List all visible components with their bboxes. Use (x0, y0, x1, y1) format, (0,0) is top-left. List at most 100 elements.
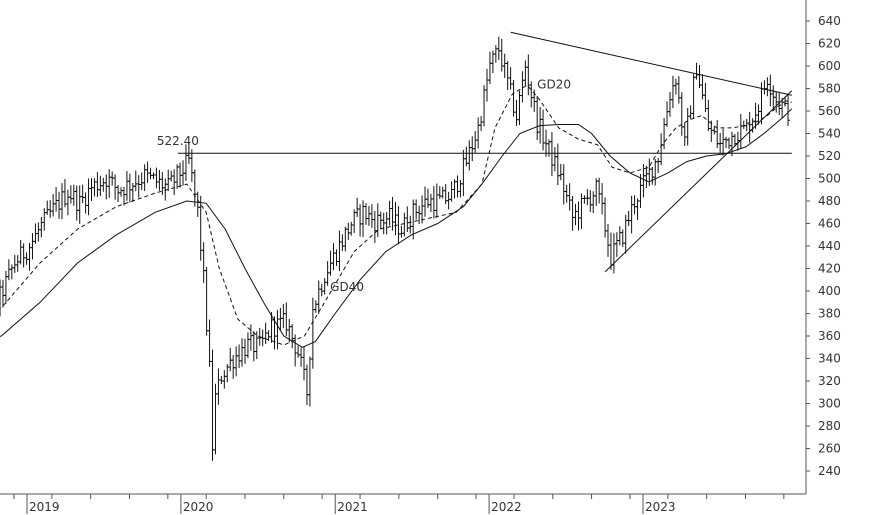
price-bar (74, 185, 79, 221)
price-bar (544, 129, 549, 157)
price-bar (310, 297, 315, 369)
price-bar (296, 345, 301, 358)
price-bar (251, 331, 256, 362)
price-bar (611, 233, 616, 274)
price-bar (724, 136, 729, 149)
price-bar (54, 187, 59, 212)
plot-area (0, 31, 793, 461)
y-tick-label: 520 (818, 149, 841, 163)
price-bar (570, 195, 575, 231)
price-bar (423, 186, 428, 217)
price-bar (340, 234, 345, 251)
price-bar (670, 75, 675, 109)
price-bar (617, 226, 622, 246)
price-bar (721, 128, 726, 156)
price-bar (458, 180, 463, 198)
price-bar (650, 166, 655, 185)
price-bar (703, 82, 708, 113)
y-tick-label: 580 (818, 82, 841, 96)
price-bar (145, 161, 150, 184)
price-bar (228, 347, 233, 372)
y-tick-label: 540 (818, 127, 841, 141)
price-bar (606, 223, 611, 257)
price-bar (499, 38, 504, 72)
price-bar (189, 149, 194, 183)
price-bar (148, 167, 153, 180)
price-bar (248, 324, 253, 351)
annotation-label: 522.40 (157, 134, 199, 148)
price-bar (511, 80, 516, 117)
price-bar (59, 183, 64, 220)
price-bar (9, 264, 14, 280)
price-bar (691, 74, 696, 119)
price-bar (635, 198, 640, 220)
price-bar (366, 205, 371, 226)
price-bar (712, 126, 717, 135)
price-bar (86, 178, 91, 216)
y-tick-label: 340 (818, 352, 841, 366)
price-bar (393, 201, 398, 236)
price-bar (665, 101, 670, 128)
price-bar (39, 216, 44, 238)
price-bar (567, 183, 572, 211)
price-bar (600, 183, 605, 215)
price-bar (564, 184, 569, 203)
price-bar (484, 68, 489, 102)
price-bar (591, 191, 596, 214)
y-tick-label: 460 (818, 217, 841, 231)
price-bar (83, 192, 88, 214)
price-bar (679, 92, 684, 136)
price-bar (237, 344, 242, 369)
price-bar (334, 249, 339, 266)
price-bar (313, 300, 318, 313)
price-bar (473, 131, 478, 154)
price-bar (526, 54, 531, 96)
price-bar (27, 242, 32, 271)
price-bar (467, 140, 472, 171)
price-bar (614, 232, 619, 257)
price-bar (762, 80, 767, 95)
price-bar (133, 170, 138, 192)
price-bar (15, 255, 20, 272)
price-bar (741, 120, 746, 129)
price-bar (561, 164, 566, 205)
y-tick-label: 600 (818, 59, 841, 73)
y-tick-label: 380 (818, 307, 841, 321)
price-bar (234, 346, 239, 377)
price-bar (175, 164, 180, 190)
price-bar (706, 99, 711, 132)
price-bar (207, 319, 212, 367)
price-bar (77, 185, 82, 224)
y-tick-label: 300 (818, 397, 841, 411)
price-bar (667, 92, 672, 117)
price-bar (594, 178, 599, 206)
price-bar (381, 212, 386, 235)
price-bar (408, 215, 413, 234)
axes: 640 620 600 580 560 540 520 500 480 460 440 420 400 3… (0, 0, 841, 514)
y-tick-label: 560 (818, 104, 841, 118)
price-bar (697, 65, 702, 89)
price-bar (51, 193, 56, 217)
price-bar (349, 221, 354, 236)
price-bar (414, 199, 419, 220)
price-bar (399, 225, 404, 238)
price-bar (638, 174, 643, 208)
price-bar (369, 204, 374, 228)
price-bar (496, 36, 501, 60)
price-bar (204, 266, 209, 336)
price-bar (727, 137, 732, 150)
price-bar (437, 186, 442, 199)
price-bar (154, 167, 159, 189)
price-bar (48, 200, 53, 218)
y-tick-label: 420 (818, 262, 841, 276)
annotation-label: GD40 (330, 280, 364, 294)
price-bar (620, 229, 625, 247)
price-bar (68, 185, 73, 204)
price-bar (558, 163, 563, 181)
price-bar (281, 304, 286, 329)
price-bar (183, 144, 188, 181)
price-bar (92, 178, 97, 197)
price-bar (479, 116, 484, 131)
price-bar (552, 147, 557, 172)
price-bar (535, 95, 540, 141)
